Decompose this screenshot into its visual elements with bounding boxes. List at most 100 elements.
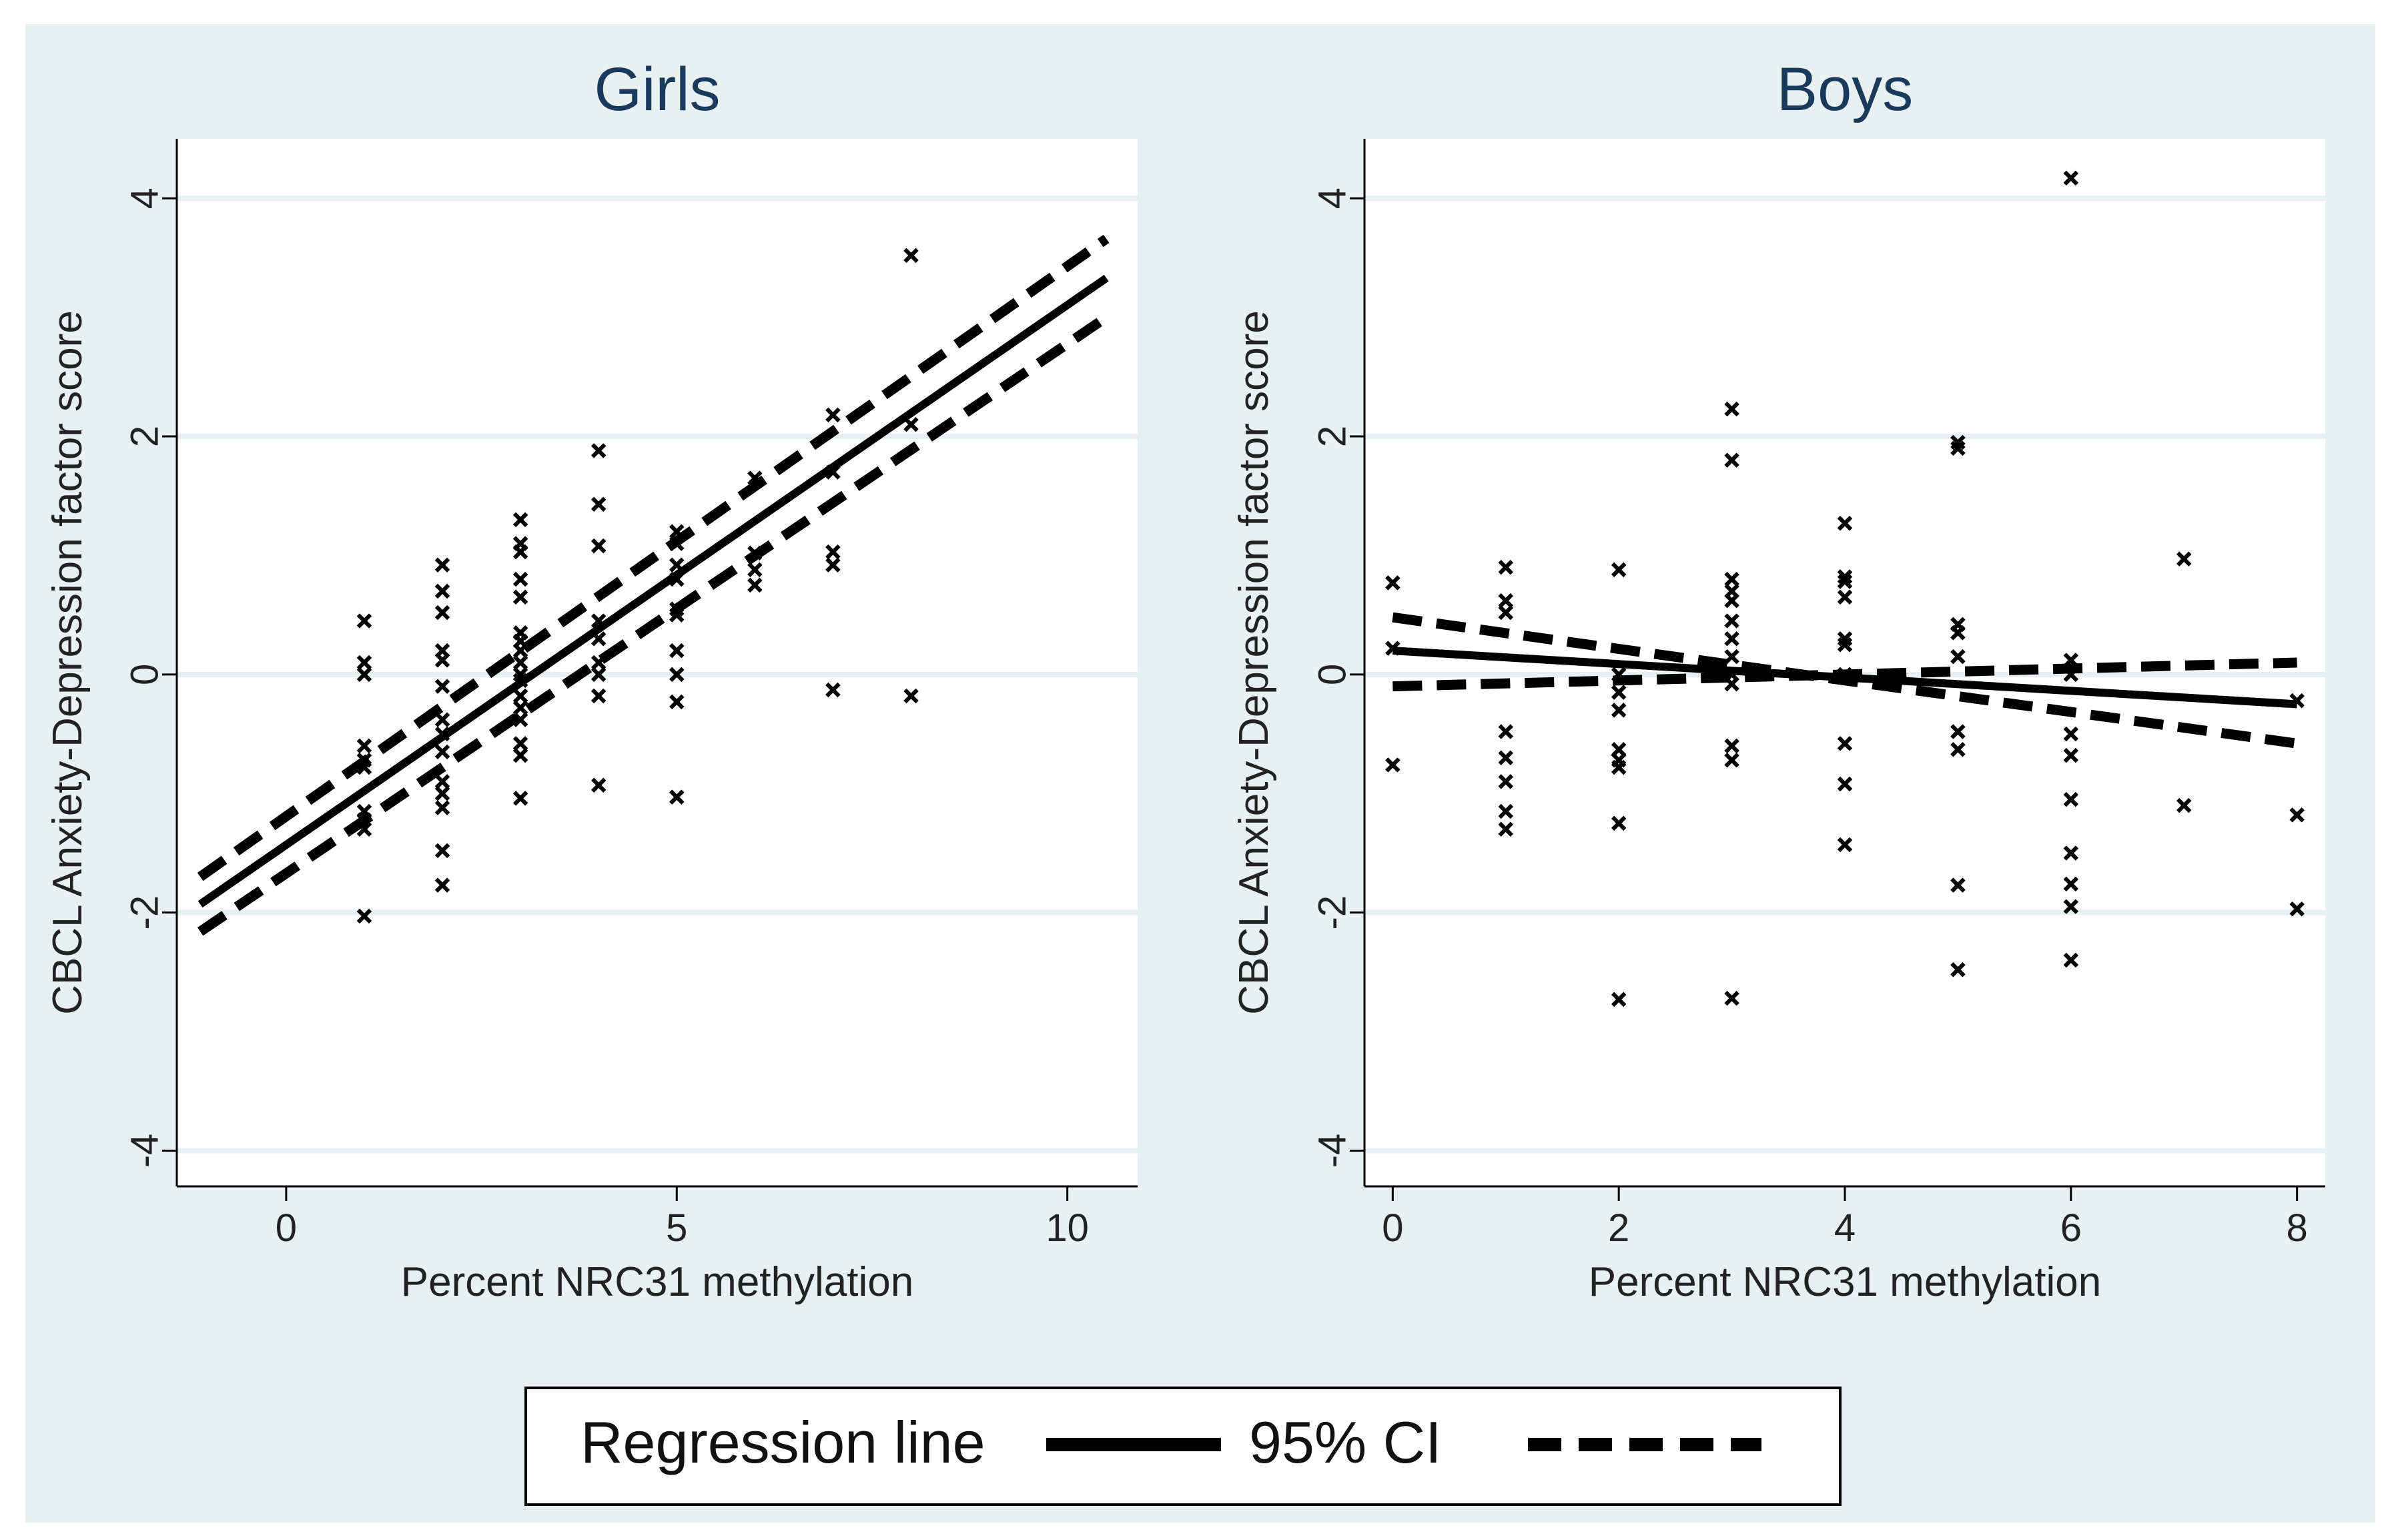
data-point-stroke-b [1611,815,1627,831]
data-point-stroke-b [356,821,372,837]
regression-line [197,274,1109,908]
data-point-stroke-b [669,667,685,683]
plot-area-girls [177,139,1138,1186]
data-point-stroke-b [1950,962,1966,978]
data-point-stroke-b [1611,685,1627,700]
data-point [825,682,841,698]
data-point [1837,776,1853,792]
x-axis-label-boys: Percent NRC31 methylation [1589,1259,2101,1305]
data-point-stroke-b [825,544,841,560]
data-point [512,700,528,716]
data-point [747,470,763,486]
data-point [512,655,528,671]
data-point [1724,753,1739,768]
data-point [1611,667,1627,683]
data-point-stroke-b [434,726,450,742]
panel-boys: -4 -2 0 2 4 0 2 4 6 8 Boys Percent NRC31 methylat… [1231,55,2325,1305]
data-point [1837,516,1853,531]
data-point-stroke-b [1498,724,1514,739]
data-point [2063,170,2079,186]
data-point-stroke-b [1837,837,1853,853]
data-point [512,571,528,587]
x-tick-label: 0 [1382,1206,1403,1250]
data-point-stroke-b [1498,605,1514,621]
data-point-stroke-b [2063,899,2079,914]
data-point [356,908,372,924]
data-point-stroke-b [669,571,685,587]
data-point [1385,757,1400,773]
data-point-stroke-b [825,464,841,480]
data-point [1724,571,1739,587]
data-point [590,777,607,793]
data-point-stroke-b [1724,571,1739,587]
data-point [1498,724,1514,739]
data-point [1724,401,1739,417]
data-point-stroke-b [2063,952,2079,968]
data-point-stroke-b [434,605,450,621]
data-point-stroke-b [434,877,450,893]
data-point [512,589,528,605]
data-point [512,747,528,763]
data-point-stroke-b [2063,747,2079,763]
data-point [356,759,372,775]
data-point [512,544,528,560]
y-tick-label: 4 [123,187,167,209]
data-point [825,557,841,572]
data-point [2063,899,2079,914]
data-point [2063,876,2079,892]
data-point-stroke-b [1611,759,1627,775]
data-point-stroke-b [669,607,685,623]
data-point [434,726,450,742]
data-point-stroke-b [1724,452,1739,468]
data-point [1950,741,1966,757]
data-point [1724,990,1739,1006]
data-point-stroke-b [1950,649,1966,665]
data-point-stroke-b [1498,560,1514,575]
data-point-stroke-b [1950,625,1966,641]
data-point-stroke-b [512,571,528,587]
data-point-stroke-b [590,496,607,512]
data-point-stroke-b [1724,613,1739,629]
data-point-stroke-b [1724,649,1739,665]
data-point [1498,605,1514,621]
data-point [434,583,450,599]
data-point [825,464,841,480]
ticks-girls: -4 -2 0 2 4 0 5 10 [123,187,1089,1250]
data-point [2289,901,2305,917]
data-point [747,545,763,561]
data-point-stroke-b [356,759,372,775]
data-point-stroke-b [1837,516,1853,531]
ticks-boys: -4 -2 0 2 4 0 2 4 6 8 [1311,187,2308,1250]
data-point-stroke-b [590,538,607,554]
y-tick-label: -4 [123,1134,167,1168]
data-point-stroke-b [512,688,528,704]
data-point [512,712,528,727]
data-point-stroke-b [1724,738,1739,754]
data-point-stroke-b [434,786,450,801]
x-axis-label-girls: Percent NRC31 methylation [401,1259,913,1305]
data-point-stroke-b [825,407,841,423]
data-point-stroke-b [2176,797,2192,813]
data-point-stroke-b [2063,170,2079,186]
data-point-stroke-b [356,908,372,924]
data-point-stroke-b [1611,667,1627,683]
data-point-stroke-b [747,470,763,486]
legend-regression-label: Regression line [580,1409,985,1475]
data-point-stroke-b [903,416,919,432]
data-point [669,557,685,572]
data-point [1498,803,1514,819]
data-point-stroke-b [512,712,528,727]
data-point-stroke-b [1724,990,1739,1006]
data-point-stroke-b [1950,741,1966,757]
x-tick-label: 5 [666,1206,687,1250]
x-tick-label: 2 [1608,1206,1629,1250]
data-point-stroke-b [2063,791,2079,807]
data-point [434,843,450,859]
y-tick-label: -2 [123,895,167,930]
data-point [2063,791,2079,807]
data-point [512,791,528,806]
data-point-stroke-b [1498,821,1514,837]
data-point [2063,667,2079,683]
y-tick-label: 2 [123,426,167,447]
data-point [434,653,450,668]
